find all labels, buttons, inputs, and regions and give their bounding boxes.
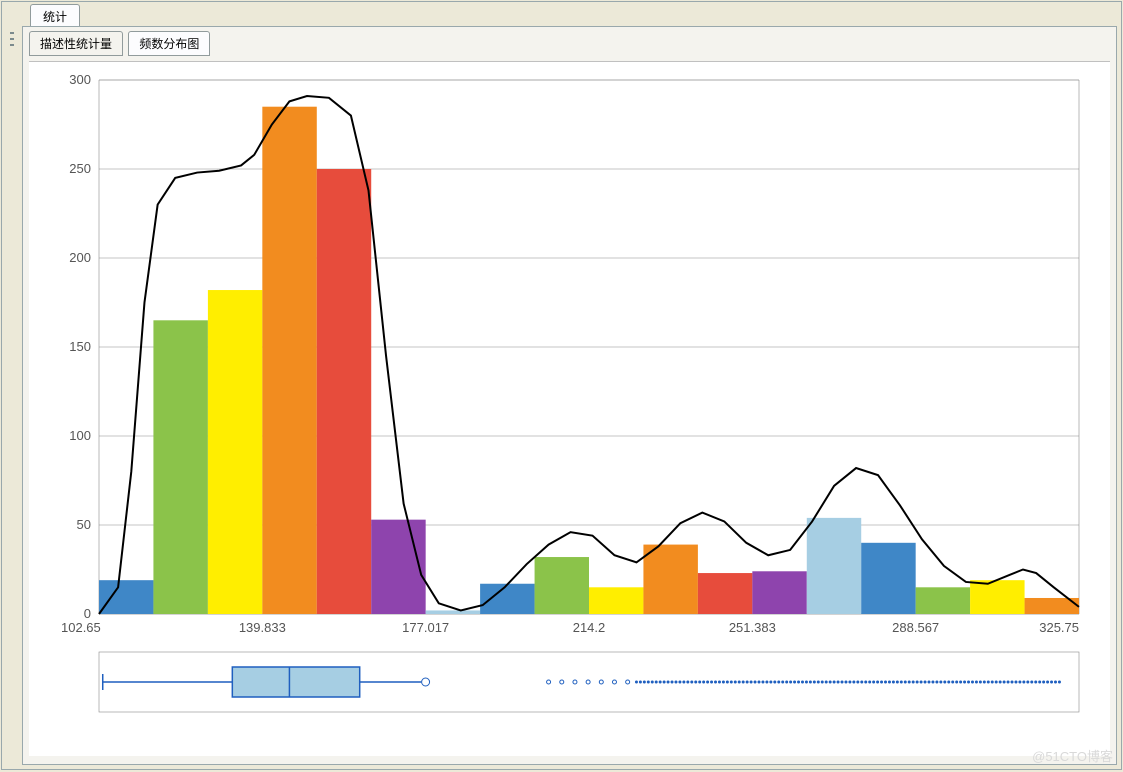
svg-text:139.833: 139.833	[239, 620, 286, 635]
chart-area: 0 50 100 150 200 250 300 102.65 139.833 177.017 21…	[29, 61, 1110, 756]
svg-text:150: 150	[69, 339, 91, 354]
svg-text:250: 250	[69, 161, 91, 176]
top-tab-bar: 统计	[2, 2, 1121, 26]
svg-text:177.017: 177.017	[402, 620, 449, 635]
tab-statistics[interactable]: 统计	[30, 4, 80, 28]
content-panel: 描述性统计量 频数分布图 0 50 100 150 200 250 300 102.65 139…	[22, 26, 1117, 765]
svg-text:214.2: 214.2	[573, 620, 606, 635]
tab-frequency-histogram[interactable]: 频数分布图	[128, 31, 210, 56]
histogram-boxplot-svg: 0 50 100 150 200 250 300 102.65 139.833 177.017 21…	[29, 62, 1107, 762]
tab-descriptive-stats[interactable]: 描述性统计量	[29, 31, 123, 56]
svg-text:102.65: 102.65	[61, 620, 101, 635]
svg-text:300: 300	[69, 72, 91, 87]
panel-drag-handle-icon[interactable]	[10, 32, 16, 46]
app-frame: 统计 描述性统计量 频数分布图 0 50 100 150 200 250 300 102.65…	[1, 1, 1122, 770]
sub-tab-bar: 描述性统计量 频数分布图	[23, 27, 1116, 55]
svg-text:325.75: 325.75	[1039, 620, 1079, 635]
svg-text:0: 0	[84, 606, 91, 621]
svg-text:50: 50	[77, 517, 91, 532]
svg-text:251.383: 251.383	[729, 620, 776, 635]
svg-text:288.567: 288.567	[892, 620, 939, 635]
svg-text:100: 100	[69, 428, 91, 443]
svg-text:200: 200	[69, 250, 91, 265]
